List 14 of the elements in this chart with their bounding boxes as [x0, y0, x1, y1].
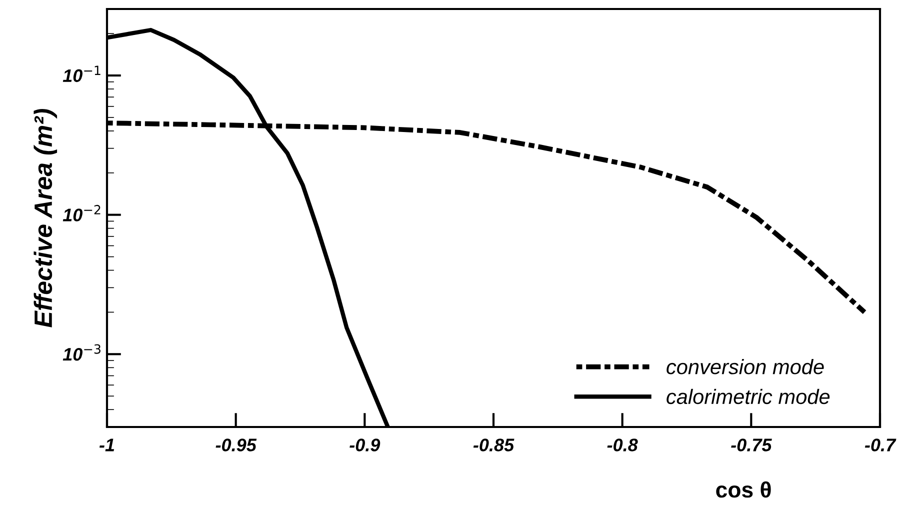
- legend-label: conversion mode: [666, 358, 824, 374]
- x-tick-label: -0.85: [473, 438, 514, 452]
- x-tick-label: -0.8: [607, 438, 638, 452]
- x-axis-title: cos θ: [716, 481, 771, 498]
- x-tick-label: -0.9: [350, 438, 380, 452]
- x-tick-label: -0.95: [216, 438, 257, 452]
- x-tick-label: -0.75: [731, 438, 772, 452]
- legend-label: calorimetric mode: [666, 388, 830, 404]
- x-tick-label: -0.7: [864, 438, 896, 452]
- y-tick-label: 10$^{−3}$: [62, 344, 100, 361]
- x-tick-label: -1: [99, 438, 114, 452]
- y-axis-title: Effective Area (m²): [34, 108, 58, 328]
- y-tick-label: 10$^{−1}$: [62, 66, 100, 82]
- y-tick-label: 10$^{−2}$: [62, 204, 100, 222]
